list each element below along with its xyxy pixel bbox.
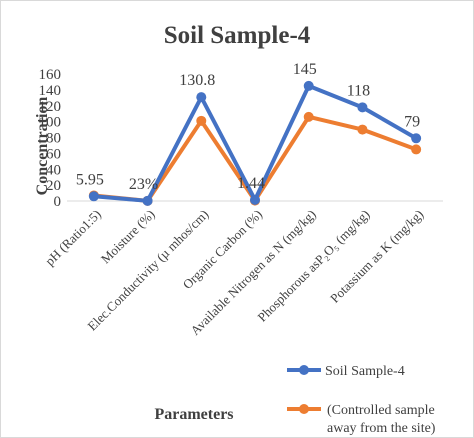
data-label: 130.8 [179, 72, 215, 89]
data-label: 1.44 [237, 175, 265, 192]
legend-label: Soil Sample-4 [325, 364, 405, 379]
y-axis-label: Concentration [34, 97, 51, 196]
data-label: 23% [129, 176, 158, 193]
x-axis-label: Parameters [154, 406, 233, 423]
y-tick-label: 20 [46, 178, 61, 194]
data-label: 118 [347, 82, 370, 99]
data-label: 145 [293, 61, 317, 78]
x-tick-label: Phosphorous asP₂O₅ (mg/kg) [254, 207, 372, 325]
data-point-0 [196, 92, 207, 103]
legend-label: away from the site) [327, 421, 436, 436]
data-point-1 [357, 124, 368, 135]
data-point-0 [142, 195, 153, 206]
y-tick-label: 60 [46, 146, 61, 162]
y-tick-label: 40 [46, 162, 61, 178]
legend-swatch-marker [299, 404, 309, 414]
chart-title: Soil Sample-4 [164, 22, 311, 49]
data-point-1 [303, 111, 314, 122]
y-tick-label: 100 [39, 115, 62, 131]
data-label: 5.95 [76, 171, 104, 188]
y-tick-label: 80 [46, 131, 61, 147]
data-point-0 [303, 80, 314, 91]
data-point-0 [411, 133, 422, 144]
data-point-0 [88, 191, 99, 202]
data-point-1 [196, 115, 207, 126]
data-point-0 [357, 102, 368, 113]
data-point-1 [411, 144, 422, 155]
y-tick-label: 140 [39, 83, 62, 99]
data-point-0 [250, 194, 260, 205]
y-tick-label: 160 [39, 67, 62, 83]
data-label: 79 [404, 113, 420, 130]
legend-swatch-marker [299, 365, 309, 375]
legend-label: (Controlled sample [327, 403, 435, 418]
x-tick-label: pH (Ratio1:5) [42, 207, 104, 269]
y-tick-label: 120 [39, 99, 62, 115]
x-tick-label: Potassium as K (mg/kg) [327, 207, 426, 306]
y-tick-label: 0 [54, 194, 62, 210]
